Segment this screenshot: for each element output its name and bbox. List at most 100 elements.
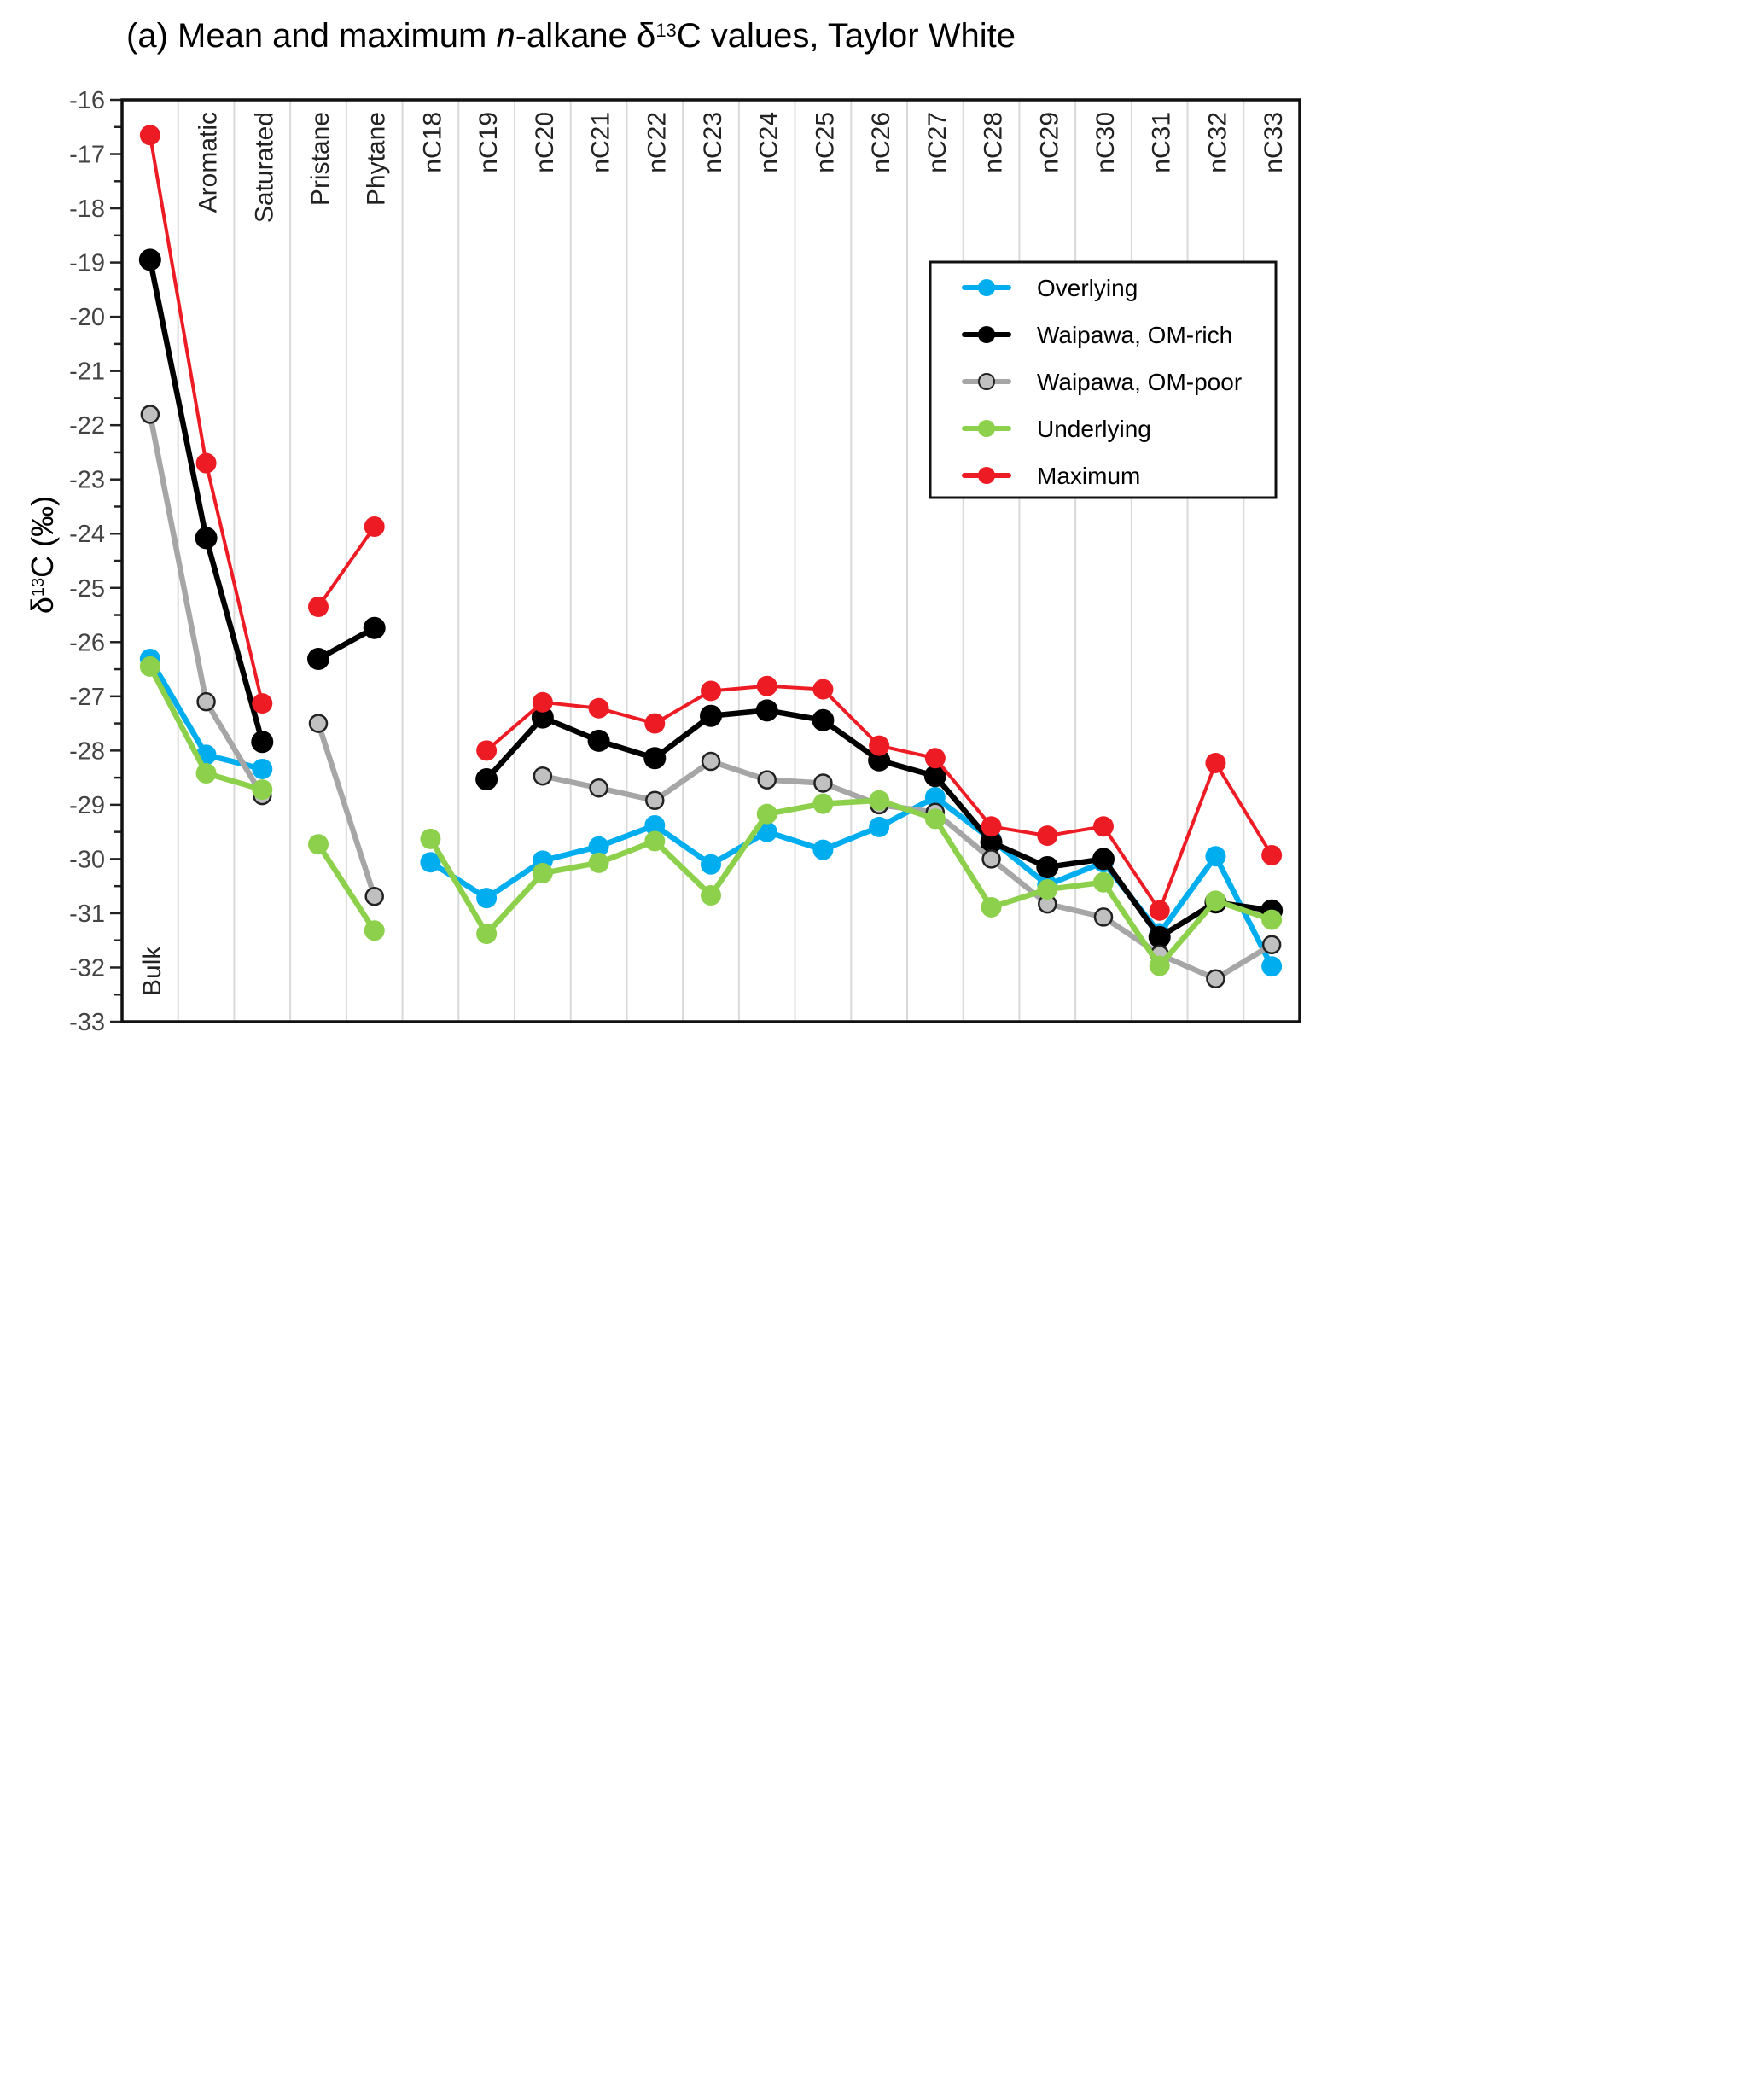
series-line [1156, 853, 1219, 936]
data-point [475, 768, 498, 791]
category-label: Aromatic [195, 112, 223, 213]
series-line [485, 700, 544, 753]
y-tick-label: -33 [69, 1009, 105, 1036]
category-label: Phytane [363, 112, 391, 206]
legend-label: Underlying [1037, 416, 1151, 442]
y-tick-label: -26 [69, 629, 105, 656]
series-line [315, 842, 377, 934]
data-point [476, 740, 498, 761]
data-point [644, 830, 666, 852]
data-point [588, 852, 609, 873]
legend-label: Overlying [1037, 275, 1138, 301]
data-point [812, 708, 835, 731]
series-line [707, 758, 770, 783]
plot-frame [120, 98, 1301, 1023]
data-point [589, 778, 608, 798]
data-point [644, 815, 666, 836]
series-maximum [139, 125, 1283, 921]
y-tick-label: -23 [69, 467, 105, 494]
data-point [1149, 955, 1170, 976]
category-label: nC28 [980, 112, 1008, 173]
legend-marker [978, 326, 995, 343]
data-point [587, 729, 610, 752]
series-line [147, 411, 209, 705]
data-point [701, 680, 721, 702]
series-line [147, 663, 209, 777]
data-point [364, 920, 385, 941]
data-point [813, 773, 833, 793]
y-tick-label: -20 [69, 304, 105, 331]
legend-item: Underlying [962, 416, 1151, 442]
y-tick-label: -22 [69, 412, 105, 440]
y-tick-label: -31 [69, 900, 105, 928]
series-line [147, 656, 209, 758]
y-tick-label: -32 [69, 954, 105, 982]
category-label: nC26 [867, 112, 895, 173]
data-point [701, 751, 721, 772]
y-tick-label: -18 [69, 195, 105, 223]
legend-marker [978, 420, 995, 437]
data-point [644, 713, 666, 734]
data-point [364, 886, 384, 906]
series-line [1156, 898, 1219, 969]
y-tick-label: -28 [69, 737, 105, 765]
data-point [1261, 956, 1283, 977]
data-point [476, 924, 498, 945]
series-line [204, 461, 265, 706]
series-line [1100, 856, 1162, 941]
data-point [757, 770, 777, 790]
series-line [147, 257, 209, 541]
category-label: nC33 [1260, 112, 1288, 173]
data-point [308, 714, 329, 733]
data-point [138, 248, 161, 271]
series-line [932, 816, 994, 911]
series-line [932, 772, 994, 845]
series-line [933, 756, 993, 829]
category-label: nC22 [643, 112, 671, 173]
data-point [869, 735, 890, 756]
category-label: nC18 [418, 112, 446, 173]
data-point [1261, 844, 1283, 865]
data-point [755, 699, 778, 722]
data-point [756, 675, 777, 696]
category-label: Saturated [250, 112, 278, 223]
data-point [701, 884, 721, 906]
category-label: nC23 [699, 112, 727, 173]
data-point [420, 828, 441, 849]
category-label: nC31 [1148, 112, 1176, 173]
data-point [364, 516, 385, 537]
data-point [420, 852, 441, 873]
series-line [483, 714, 546, 783]
series-line [1100, 879, 1162, 969]
data-point [196, 691, 216, 712]
data-point [1093, 907, 1114, 927]
series-line [428, 836, 490, 937]
legend-item: Waipawa, OM-poor [962, 369, 1242, 395]
legend-item: Overlying [962, 275, 1138, 301]
y-tick-label: -27 [69, 684, 105, 711]
y-tick-label: -19 [69, 250, 105, 277]
data-point [643, 747, 667, 770]
series-line [821, 687, 882, 748]
data-point [981, 849, 1001, 869]
y-tick-label: -17 [69, 142, 105, 169]
panel-a: (a) Mean and maximum n-alkane δ13C value… [25, 17, 1301, 1036]
legend-label: Waipawa, OM-rich [1037, 322, 1232, 348]
series-line [652, 838, 714, 899]
data-point [139, 656, 160, 677]
series-line [707, 829, 770, 868]
series-line [428, 859, 490, 901]
legend-item: Waipawa, OM-rich [962, 322, 1232, 348]
data-point [252, 693, 273, 714]
data-point [1036, 855, 1059, 878]
data-point [700, 704, 722, 727]
data-point [1093, 871, 1114, 893]
series-line [707, 811, 770, 899]
data-point [533, 766, 553, 786]
series-line [315, 720, 377, 900]
data-point [1092, 848, 1115, 871]
data-point [251, 731, 274, 754]
data-point [701, 854, 721, 875]
data-point [645, 790, 665, 811]
legend-marker [978, 467, 995, 484]
